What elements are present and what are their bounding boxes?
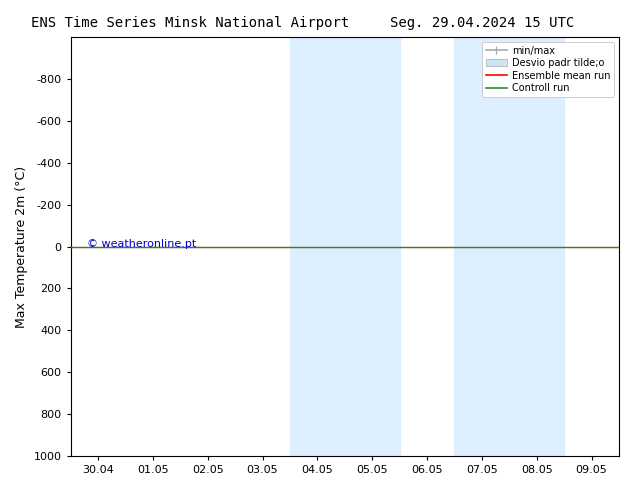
Legend: min/max, Desvio padr tilde;o, Ensemble mean run, Controll run: min/max, Desvio padr tilde;o, Ensemble m… (482, 42, 614, 97)
Text: Seg. 29.04.2024 15 UTC: Seg. 29.04.2024 15 UTC (390, 16, 574, 30)
Bar (455, 37, 564, 456)
Text: ENS Time Series Minsk National Airport: ENS Time Series Minsk National Airport (31, 16, 349, 30)
Text: © weatheronline.pt: © weatheronline.pt (87, 240, 197, 249)
Y-axis label: Max Temperature 2m (°C): Max Temperature 2m (°C) (15, 166, 28, 328)
Bar (290, 37, 399, 456)
